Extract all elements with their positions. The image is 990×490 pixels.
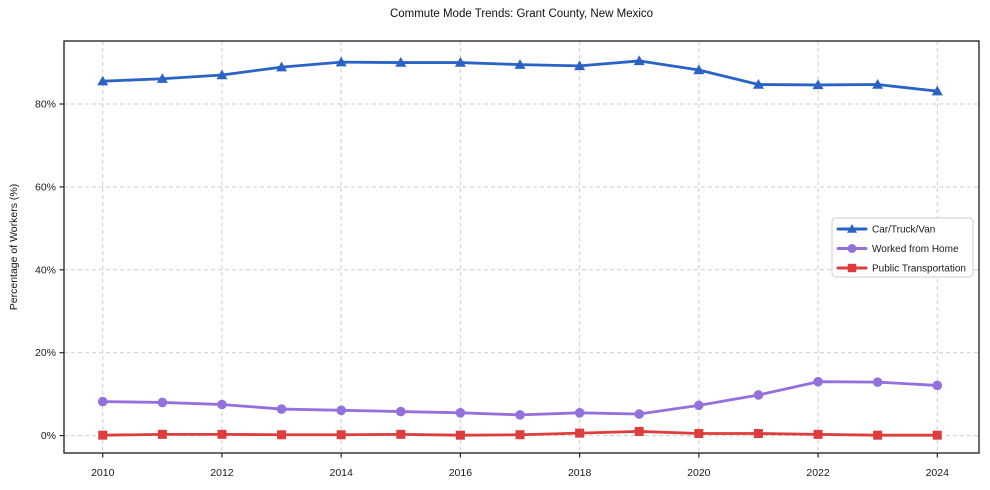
triangle-marker	[514, 59, 526, 69]
square-marker	[575, 428, 585, 438]
legend-circle-marker	[847, 244, 857, 253]
y-tick-label: 60%	[35, 181, 56, 193]
legend-label: Public Transportation	[872, 264, 966, 275]
circle-marker	[157, 397, 168, 408]
series-line	[101, 380, 939, 417]
circle-marker	[276, 404, 287, 414]
circle-marker	[753, 390, 764, 400]
square-marker	[277, 430, 287, 440]
triangle-marker	[335, 56, 347, 67]
y-tick-label: 20%	[35, 347, 56, 359]
circle-marker	[813, 376, 823, 387]
triangle-marker	[633, 55, 645, 66]
square-marker	[753, 429, 763, 439]
y-tick-label: 0%	[41, 430, 56, 442]
x-tick-label: 2010	[91, 467, 115, 479]
triangle-marker	[574, 60, 586, 71]
circle-marker	[515, 410, 525, 420]
triangle-marker	[395, 57, 407, 67]
chart-title: Commute Mode Trends: Grant County, New M…	[389, 8, 654, 20]
square-marker	[873, 430, 883, 440]
square-marker	[396, 429, 406, 439]
triangle-marker	[872, 79, 884, 89]
legend-box	[831, 217, 974, 278]
legend-label: Car/Truck/Van	[872, 225, 935, 236]
circle-marker	[455, 407, 466, 418]
circle-marker	[932, 380, 943, 391]
triangle-marker	[156, 73, 168, 83]
square-marker	[634, 426, 644, 436]
circle-marker	[97, 396, 108, 407]
x-tick-label: 2022	[806, 467, 830, 479]
square-marker	[694, 429, 704, 439]
legend-label: Worked from Home	[872, 244, 959, 255]
tick-labels: 2010 2012 2014 2016 2018 2020 2022 2024 0% 20% 40%…	[35, 99, 949, 479]
triangle-marker	[931, 85, 943, 96]
x-tick-label: 2024	[926, 467, 950, 479]
square-marker	[217, 429, 227, 439]
square-marker	[932, 430, 942, 440]
circle-marker	[634, 409, 645, 419]
x-tick-label: 2016	[449, 467, 473, 479]
triangle-marker	[752, 79, 764, 89]
x-tick-label: 2012	[210, 467, 234, 479]
triangle-marker	[454, 57, 466, 67]
tick-marks	[59, 103, 938, 458]
triangle-marker	[276, 61, 288, 72]
square-marker	[336, 430, 346, 440]
circle-marker	[395, 406, 406, 417]
square-marker	[157, 429, 167, 439]
legend-item: Public Transportation	[836, 263, 966, 275]
triangle-marker	[693, 64, 705, 75]
x-tick-label: 2014	[330, 467, 354, 479]
series-public-transportation	[98, 426, 942, 440]
circle-marker	[217, 399, 227, 410]
circle-marker	[872, 377, 883, 387]
triangle-marker	[97, 75, 109, 86]
x-tick-label: 2018	[568, 467, 592, 479]
square-marker	[515, 430, 525, 440]
legend-item: Car/Truck/Van	[836, 224, 935, 236]
legend-item: Worked from Home	[836, 244, 959, 255]
circle-marker	[694, 400, 704, 411]
plot-border	[63, 40, 980, 454]
y-tick-label: 40%	[35, 264, 56, 276]
y-tick-label: 80%	[35, 99, 56, 111]
square-marker	[455, 430, 465, 440]
legend-square-marker	[847, 263, 857, 273]
triangle-marker	[216, 69, 228, 80]
series-car-truck-van	[97, 55, 943, 96]
triangle-marker	[812, 79, 824, 90]
circle-marker	[336, 405, 346, 416]
y-axis-label: Percentage of Workers (%)	[8, 183, 20, 311]
square-marker	[813, 429, 823, 439]
legend: Car/Truck/Van Worked from Home Public Tran…	[831, 217, 974, 278]
legend-triangle-marker	[847, 224, 857, 233]
x-tick-label: 2020	[687, 467, 711, 479]
series-worked-from-home	[97, 376, 943, 420]
circle-marker	[574, 407, 585, 418]
square-marker	[98, 430, 108, 440]
